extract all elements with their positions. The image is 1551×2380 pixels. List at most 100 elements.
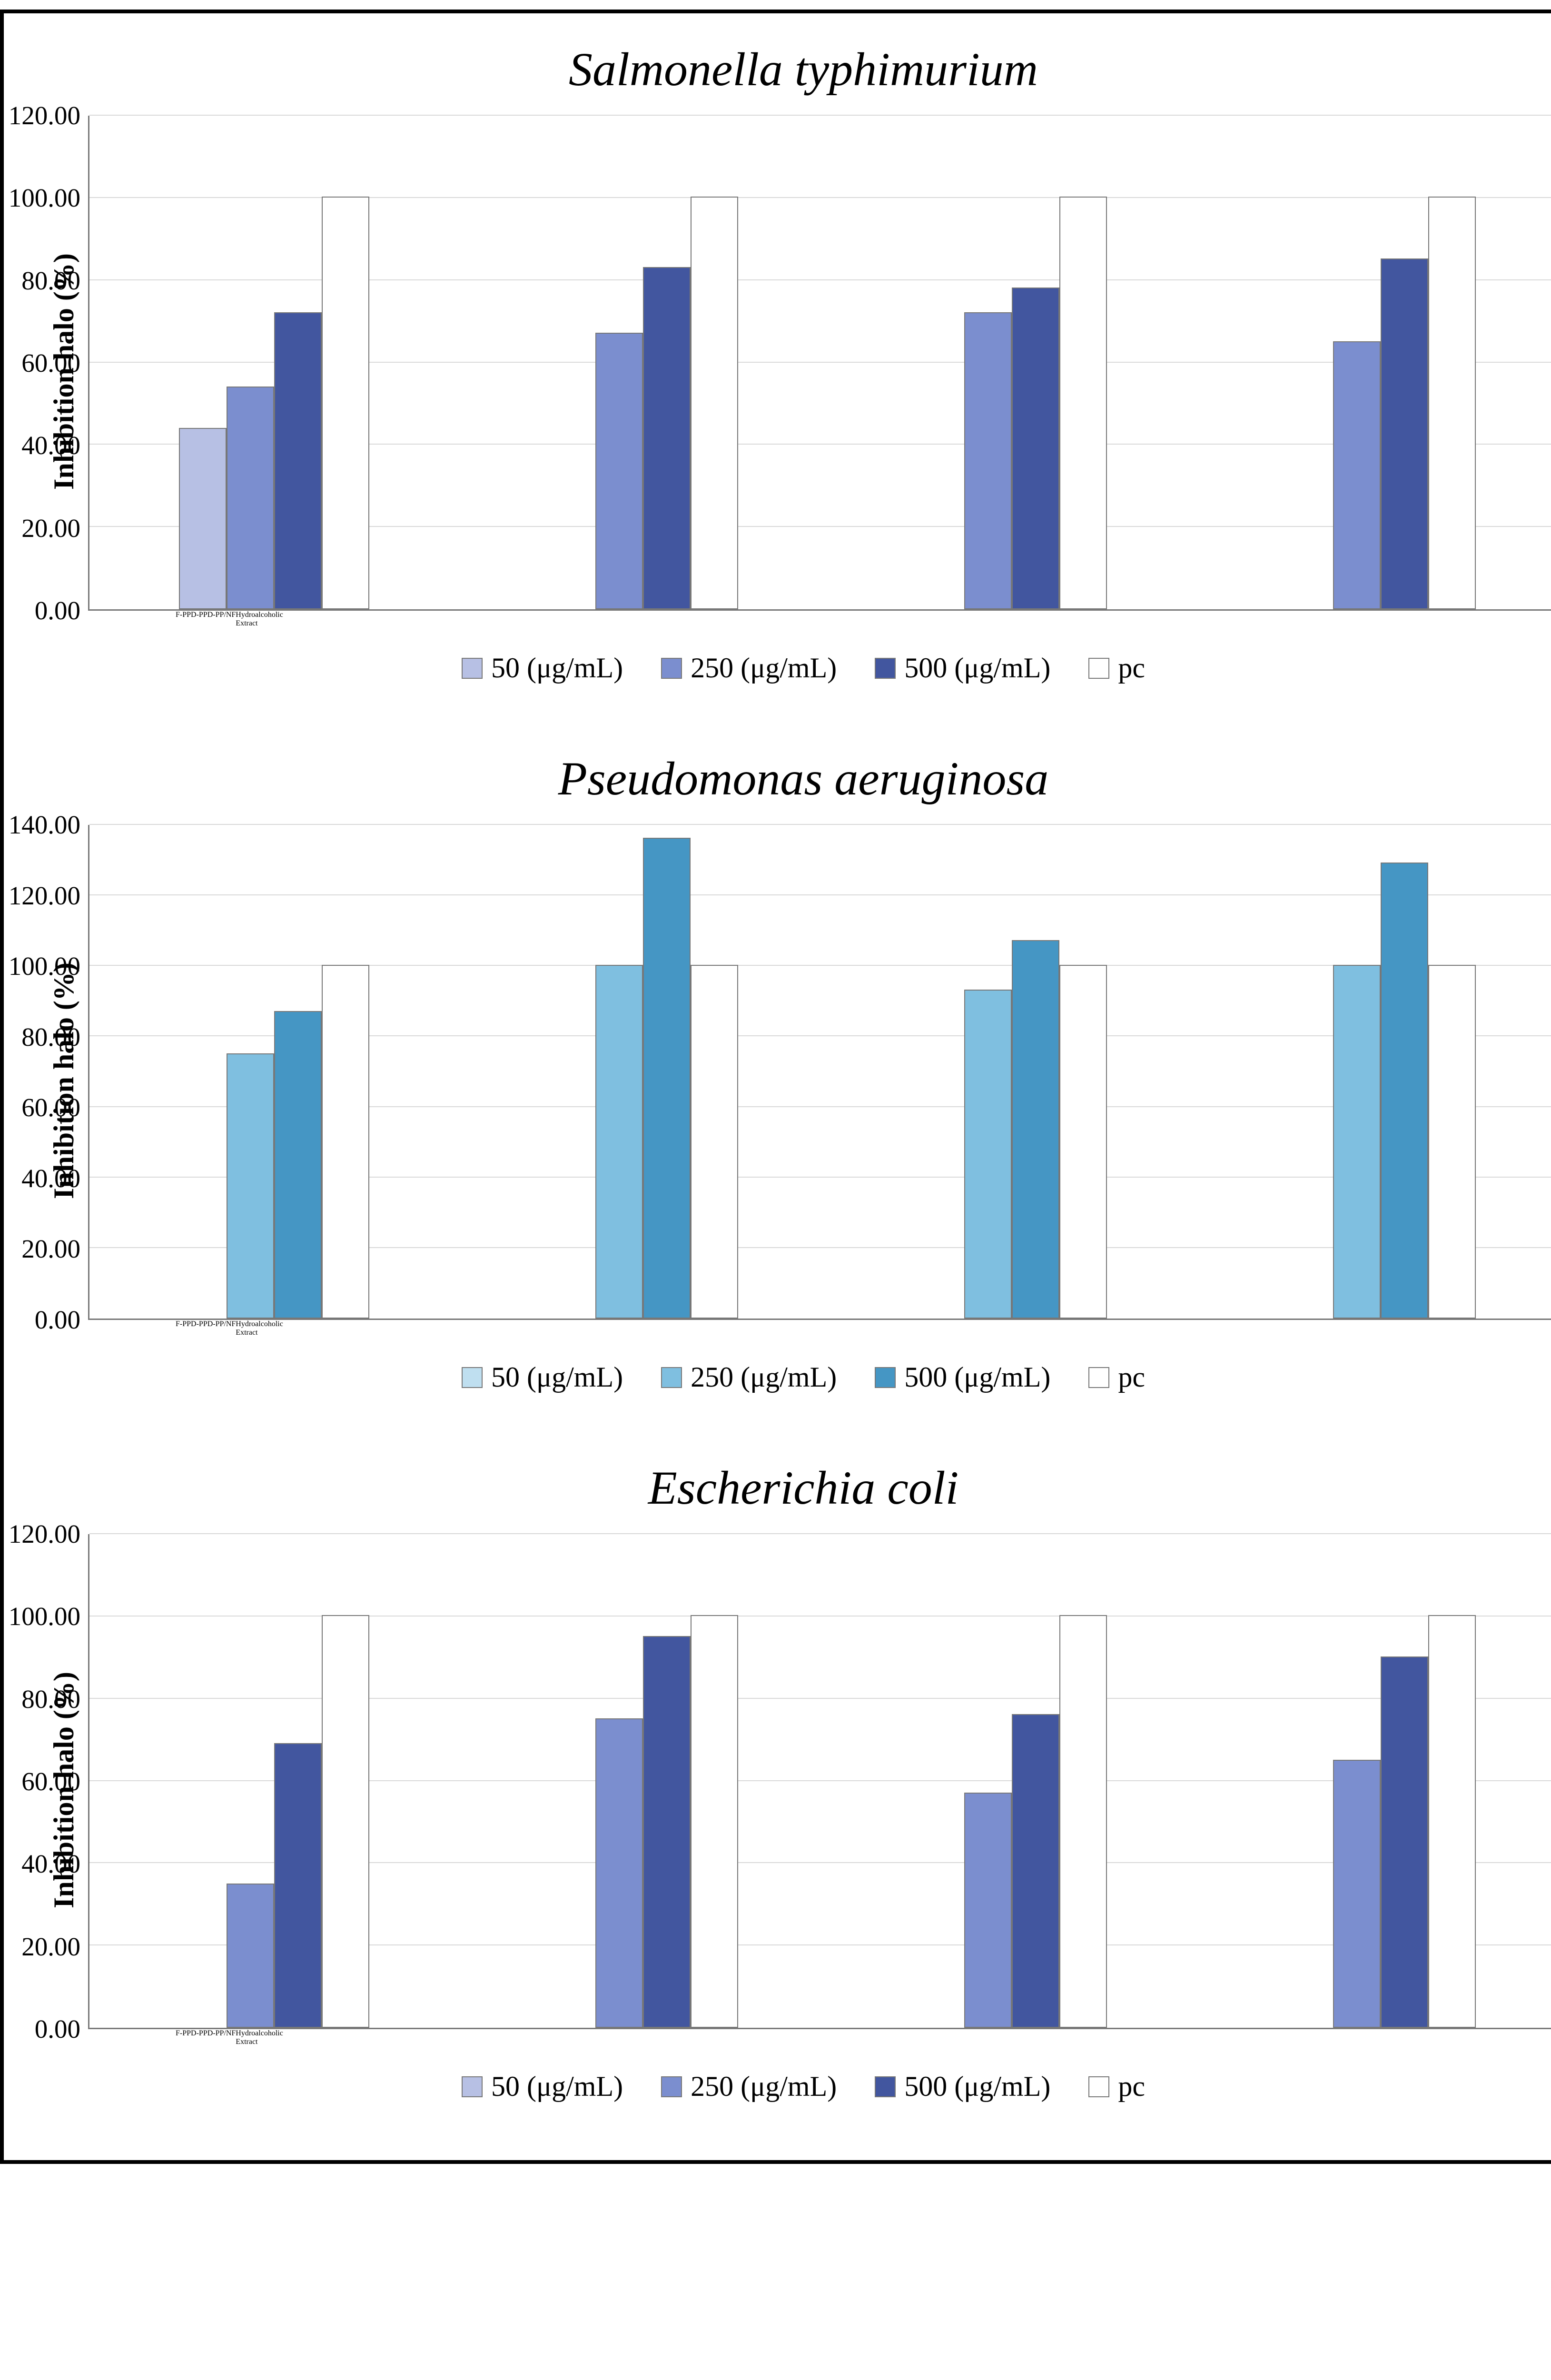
chart-title: Salmonella typhimurium: [42, 42, 1551, 97]
x-tick-label: HydroalcoholicExtract: [236, 2029, 283, 2046]
x-tick-label: F-PP: [176, 2029, 191, 2046]
legend-swatch: [462, 1367, 483, 1388]
bar-c250: [964, 312, 1012, 609]
chart-panel-salmonella: Salmonella typhimuriumInhibition halo (%…: [42, 42, 1551, 684]
bar-c250: [227, 1053, 274, 1319]
bar-pc: [691, 197, 738, 609]
chart-panel-pseudomonas: Pseudomonas aeruginosaInhibition halo (%…: [42, 751, 1551, 1394]
bar-c250: [595, 333, 643, 609]
bar-group: [827, 1615, 1196, 2028]
bar-c500: [1381, 863, 1428, 1319]
x-tick-label: D-PP/NF: [207, 1320, 236, 1337]
legend-item-c50: 50 (μg/mL): [462, 1361, 623, 1394]
x-tick-label: D-PP: [191, 611, 207, 628]
legend-label: 50 (μg/mL): [491, 2070, 623, 2103]
legend-item-pc: pc: [1088, 2070, 1145, 2103]
bar-group: [1196, 197, 1551, 609]
bar-c250: [1333, 1760, 1381, 2028]
bar-c500: [643, 1636, 691, 2028]
bar-group: [89, 197, 458, 609]
y-tick-labels: 0.0020.0040.0060.0080.00100.00120.00: [80, 1534, 88, 2029]
legend-item-c250: 250 (μg/mL): [661, 652, 837, 684]
bar-pc: [1059, 1615, 1107, 2028]
bar-c500: [1381, 258, 1428, 609]
legend: 50 (μg/mL) 250 (μg/mL) 500 (μg/mL) pc: [42, 1361, 1551, 1394]
legend-swatch: [1088, 1367, 1109, 1388]
bar-c250: [595, 1718, 643, 2028]
legend-item-c500: 500 (μg/mL): [875, 2070, 1050, 2103]
legend-label: pc: [1118, 652, 1145, 684]
legend-item-c50: 50 (μg/mL): [462, 652, 623, 684]
x-tick-label: D-PP/NF: [207, 2029, 236, 2046]
y-tick-labels: 0.0020.0040.0060.0080.00100.00120.00140.…: [80, 825, 88, 1320]
bars-layer: [89, 1534, 1551, 2028]
bar-c500: [274, 1743, 322, 2028]
bar-pc: [322, 965, 369, 1319]
bar-c250: [595, 965, 643, 1319]
legend-item-pc: pc: [1088, 1361, 1145, 1394]
bar-group: [1196, 863, 1551, 1319]
y-tick-labels: 0.0020.0040.0060.0080.00100.00120.00: [80, 116, 88, 611]
chart-title: Pseudomonas aeruginosa: [42, 751, 1551, 806]
legend-label: pc: [1118, 2070, 1145, 2103]
legend-item-c250: 250 (μg/mL): [661, 2070, 837, 2103]
bar-c250: [964, 1793, 1012, 2028]
bar-c500: [643, 838, 691, 1319]
bar-pc: [322, 1615, 369, 2028]
bar-group: [89, 965, 458, 1319]
x-tick-label: HydroalcoholicExtract: [236, 1320, 283, 1337]
bar-c250: [227, 1884, 274, 2028]
bar-c500: [1381, 1656, 1428, 2028]
plot-area: [88, 825, 1551, 1320]
bar-c250: [227, 387, 274, 609]
legend: 50 (μg/mL) 250 (μg/mL) 500 (μg/mL) pc: [42, 2070, 1551, 2103]
bar-pc: [1428, 965, 1476, 1319]
legend-item-c500: 500 (μg/mL): [875, 652, 1050, 684]
legend-item-c500: 500 (μg/mL): [875, 1361, 1050, 1394]
bar-group: [458, 197, 827, 609]
legend-item-c250: 250 (μg/mL): [661, 1361, 837, 1394]
legend-label: 250 (μg/mL): [691, 652, 837, 684]
legend-swatch: [661, 1367, 682, 1388]
legend-swatch: [1088, 658, 1109, 679]
bar-group: [827, 940, 1196, 1319]
bar-group: [89, 1615, 458, 2028]
legend-swatch: [1088, 2076, 1109, 2097]
x-tick-label: D-PP: [191, 1320, 207, 1337]
x-tick-label: F-PP: [176, 1320, 191, 1337]
bar-c50: [179, 428, 227, 609]
bar-group: [458, 1615, 827, 2028]
bars-layer: [89, 825, 1551, 1319]
bar-pc: [1059, 965, 1107, 1319]
bar-c500: [274, 312, 322, 609]
bar-pc: [1059, 197, 1107, 609]
bar-group: [827, 197, 1196, 609]
x-tick-label: HydroalcoholicExtract: [236, 611, 283, 628]
bar-pc: [691, 965, 738, 1319]
bar-c250: [1333, 341, 1381, 609]
bar-c500: [643, 267, 691, 609]
legend-item-pc: pc: [1088, 652, 1145, 684]
bar-c250: [964, 990, 1012, 1319]
bar-c250: [1333, 965, 1381, 1319]
legend-swatch: [462, 2076, 483, 2097]
bars-layer: [89, 116, 1551, 609]
bar-pc: [691, 1615, 738, 2028]
legend-label: 250 (μg/mL): [691, 1361, 837, 1394]
legend-swatch: [875, 658, 896, 679]
legend: 50 (μg/mL) 250 (μg/mL) 500 (μg/mL) pc: [42, 652, 1551, 684]
legend-label: 500 (μg/mL): [904, 2070, 1050, 2103]
x-tick-label: F-PP: [176, 611, 191, 628]
plot-area: [88, 116, 1551, 611]
legend-label: 50 (μg/mL): [491, 652, 623, 684]
bar-group: [458, 838, 827, 1319]
bar-group: [1196, 1615, 1551, 2028]
chart-title: Escherichia coli: [42, 1460, 1551, 1515]
bar-pc: [1428, 197, 1476, 609]
bar-c500: [274, 1011, 322, 1319]
legend-label: 250 (μg/mL): [691, 2070, 837, 2103]
legend-label: 500 (μg/mL): [904, 652, 1050, 684]
legend-item-c50: 50 (μg/mL): [462, 2070, 623, 2103]
legend-swatch: [661, 658, 682, 679]
bar-c500: [1012, 1714, 1059, 2028]
